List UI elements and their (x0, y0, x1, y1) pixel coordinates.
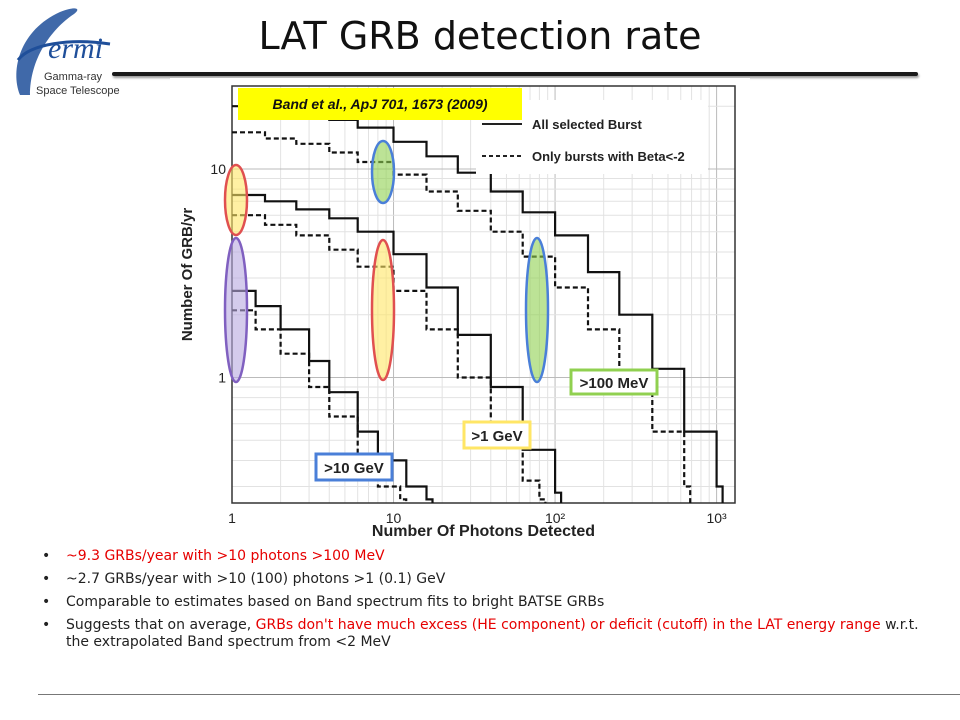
series-4-solid (232, 289, 434, 503)
series-3-dashed (232, 214, 547, 503)
bullet-1: • ~9.3 GRBs/year with >10 photons >100 Me… (42, 548, 942, 565)
citation-label: Band et al., ApJ 701, 1673 (2009) (238, 88, 522, 120)
series-5-dashed (232, 309, 408, 503)
y-tick-labels: 1 10 (210, 161, 226, 386)
highlight-yellow-left (223, 163, 249, 237)
series-2-solid (232, 193, 563, 503)
fermi-logo: ermi Gamma-ray Space Telescope (16, 8, 120, 97)
bullet-dot: • (42, 594, 51, 610)
annotation-label-1gev: >1 GeV (471, 428, 522, 445)
highlight-purple-left (223, 236, 249, 384)
logo-line1: Gamma-ray (44, 71, 103, 83)
annotation-100mev: >100 MeV (569, 368, 659, 396)
bullet-dot: • (42, 548, 51, 564)
bullet-4-text-a: Suggests that on average, (66, 617, 256, 633)
bullet-3: • Comparable to estimates based on Band s… (42, 594, 942, 611)
bullet-4-text-b: w.r.t. the extrapolated Band spectrum fr… (66, 617, 919, 650)
y-axis-label: Number Of GRB/yr (179, 208, 196, 342)
bullet-3-text: Comparable to estimates based on Band sp… (66, 594, 605, 610)
bullet-4: • Suggests that on average, GRBs don't ha… (42, 617, 942, 651)
annotation-box-100mev (569, 368, 659, 396)
x-tick-label: 10³ (706, 510, 727, 526)
x-tick-label: 1 (228, 510, 236, 526)
annotation-label-100mev: >100 MeV (580, 375, 649, 392)
title-underline (112, 72, 918, 76)
annotation-label-10gev: >10 GeV (324, 460, 384, 477)
bullet-dot: • (42, 571, 51, 587)
annotation-1gev: >1 GeV (462, 420, 532, 450)
y-tick-label: 10 (210, 161, 226, 177)
slide-title: LAT GRB detection rate (258, 14, 702, 58)
highlight-ellipses (223, 139, 550, 384)
annotation-box-1gev (462, 420, 532, 450)
y-tick-label: 1 (218, 369, 226, 385)
bullet-2-text: ~2.7 GRBs/year with >10 (100) photons >1… (66, 571, 446, 587)
annotation-10gev: >10 GeV (314, 452, 394, 482)
bullet-list: • ~9.3 GRBs/year with >10 photons >100 Me… (42, 548, 942, 657)
highlight-yellow-mid (370, 238, 396, 382)
bullet-1-text: ~9.3 GRBs/year with >10 photons >100 MeV (66, 548, 385, 564)
x-tick-labels: 1 10 10² 10³ (228, 510, 727, 526)
grb-rate-chart: 1 10 10² 10³ 1 10 Number Of Photons Detected… (170, 78, 750, 538)
bullet-dot: • (42, 617, 51, 633)
x-axis-label: Number Of Photons Detected (372, 523, 595, 538)
annotation-box-10gev (314, 452, 394, 482)
highlight-green-right (524, 236, 550, 384)
x-tick-label: 10 (386, 510, 402, 526)
bullet-2: • ~2.7 GRBs/year with >10 (100) photons >… (42, 571, 942, 588)
footer-rule (38, 694, 960, 695)
bullet-4-text-red: GRBs don't have much excess (HE componen… (255, 617, 881, 633)
legend-label-beta: Only bursts with Beta<-2 (532, 149, 685, 164)
logo-brand-text: ermi (48, 32, 103, 65)
legend-label-all: All selected Burst (532, 117, 642, 132)
logo-line2: Space Telescope (36, 85, 120, 97)
x-tick-label: 10² (545, 510, 566, 526)
highlight-green-mid (370, 139, 396, 205)
